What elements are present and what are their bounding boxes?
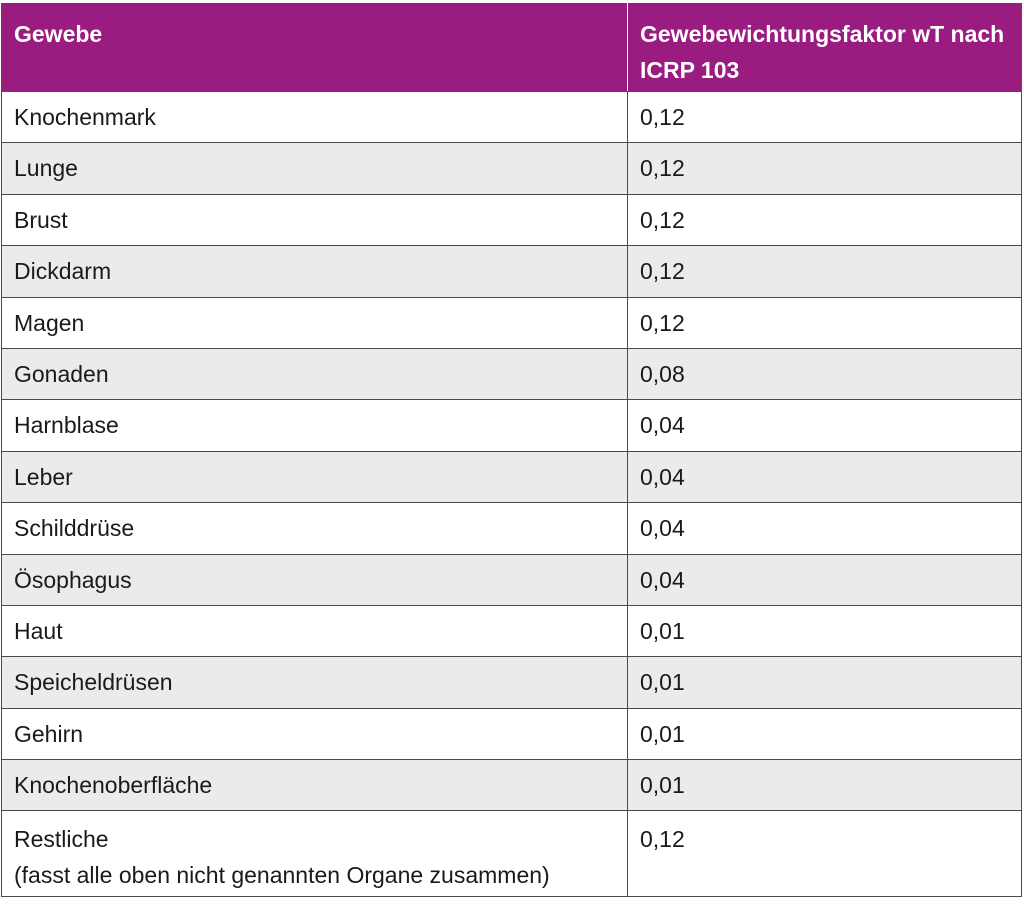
- table-row: Haut 0,01: [1, 604, 1022, 658]
- tissue-cell: Speicheldrüsen: [1, 656, 628, 709]
- tissue-cell: Schilddrüse: [1, 502, 628, 555]
- tissue-cell: Leber: [1, 450, 628, 504]
- factor-cell: 0,08: [627, 347, 1022, 401]
- tissue-cell: Knochenoberfläche: [1, 759, 628, 812]
- table-row: Brust 0,12: [1, 193, 1022, 247]
- factor-cell: 0,12: [627, 810, 1022, 898]
- table-row: Leber 0,04: [1, 450, 1022, 504]
- tissue-label: Restliche: [14, 826, 109, 853]
- factor-cell: 0,04: [627, 553, 1022, 606]
- table-row: Knochenoberfläche 0,01: [1, 759, 1022, 812]
- tissue-cell: Haut: [1, 604, 628, 658]
- tissue-cell: Lunge: [1, 142, 628, 195]
- tissue-cell: Knochenmark: [1, 90, 628, 144]
- table-row: Magen 0,12: [1, 296, 1022, 349]
- tissue-cell: Restliche (fasst alle oben nicht genannt…: [1, 810, 628, 898]
- tissue-weighting-table: Gewebe Gewebewichtungsfaktor wT nach ICR…: [1, 3, 1022, 898]
- table-row: Dickdarm 0,12: [1, 245, 1022, 298]
- table-row: Speicheldrüsen 0,01: [1, 656, 1022, 709]
- tissue-cell: Dickdarm: [1, 245, 628, 298]
- factor-cell: 0,01: [627, 656, 1022, 709]
- table-row: Knochenmark 0,12: [1, 90, 1022, 144]
- factor-cell: 0,12: [627, 296, 1022, 349]
- table-row: Harnblase 0,04: [1, 399, 1022, 452]
- tissue-cell: Gehirn: [1, 707, 628, 761]
- table-row: Restliche (fasst alle oben nicht genannt…: [1, 810, 1022, 898]
- factor-cell: 0,12: [627, 142, 1022, 195]
- factor-cell: 0,12: [627, 90, 1022, 144]
- factor-cell: 0,01: [627, 604, 1022, 658]
- table-row: Ösophagus 0,04: [1, 553, 1022, 606]
- table-row: Schilddrüse 0,04: [1, 502, 1022, 555]
- tissue-cell: Magen: [1, 296, 628, 349]
- table-row: Gonaden 0,08: [1, 347, 1022, 401]
- column-header-tissue: Gewebe: [1, 3, 628, 92]
- tissue-cell: Harnblase: [1, 399, 628, 452]
- factor-cell: 0,04: [627, 450, 1022, 504]
- tissue-cell: Brust: [1, 193, 628, 247]
- factor-cell: 0,04: [627, 502, 1022, 555]
- factor-cell: 0,01: [627, 707, 1022, 761]
- tissue-note: (fasst alle oben nicht genannten Organe …: [14, 862, 550, 889]
- table-header-row: Gewebe Gewebewichtungsfaktor wT nach ICR…: [1, 3, 1022, 92]
- factor-cell: 0,01: [627, 759, 1022, 812]
- table-row: Gehirn 0,01: [1, 707, 1022, 761]
- factor-cell: 0,12: [627, 245, 1022, 298]
- tissue-cell: Gonaden: [1, 347, 628, 401]
- factor-cell: 0,04: [627, 399, 1022, 452]
- factor-cell: 0,12: [627, 193, 1022, 247]
- column-header-weighting-factor: Gewebewichtungsfaktor wT nach ICRP 103: [627, 3, 1022, 92]
- tissue-cell: Ösophagus: [1, 553, 628, 606]
- table-row: Lunge 0,12: [1, 142, 1022, 195]
